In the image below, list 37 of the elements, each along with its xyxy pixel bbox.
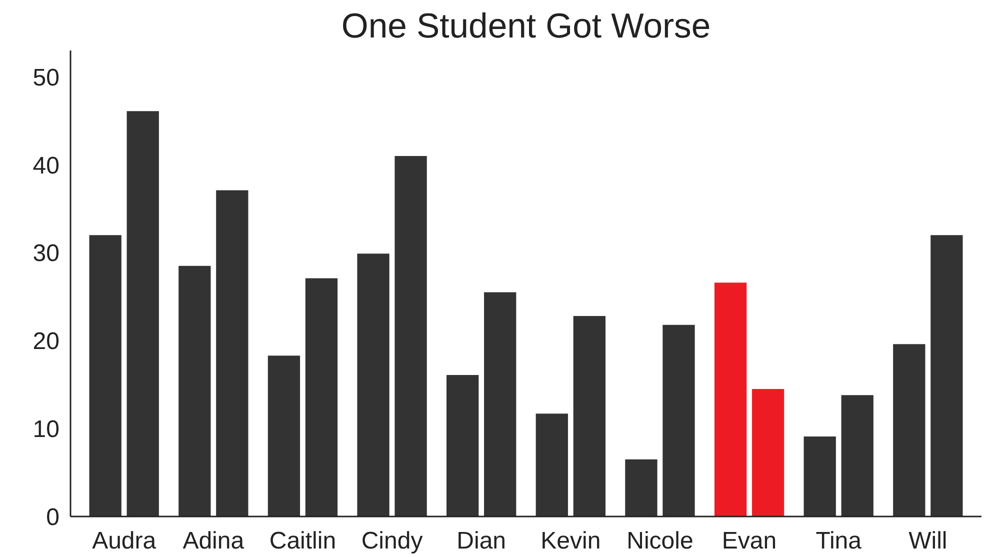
- chart-title: One Student Got Worse: [341, 8, 711, 46]
- bar: [446, 374, 479, 516]
- bar: [484, 292, 516, 516]
- x-tick-label: Cindy: [361, 528, 423, 554]
- bar: [216, 190, 248, 516]
- bar: [89, 235, 122, 516]
- y-tick-label: 0: [46, 504, 60, 531]
- bar: [126, 111, 159, 516]
- bar: [662, 324, 695, 516]
- bar: [930, 235, 963, 516]
- y-tick-label: 20: [32, 328, 60, 356]
- bar: [394, 156, 427, 516]
- bar: [536, 414, 568, 516]
- y-tick-label: 50: [32, 64, 60, 92]
- x-tick-label: Tina: [816, 528, 862, 554]
- bar: [752, 389, 784, 516]
- bar: [804, 436, 836, 516]
- bar: [893, 344, 926, 516]
- bar: [573, 316, 606, 516]
- bar: [714, 282, 747, 516]
- x-tick-label: Nicole: [626, 528, 694, 554]
- x-tick-label: Evan: [722, 528, 777, 554]
- x-tick-label: Caitlin: [269, 528, 336, 554]
- x-tick-label: Dian: [456, 528, 506, 554]
- bar: [268, 356, 300, 516]
- y-tick-label: 40: [32, 152, 60, 180]
- y-tick-label: 10: [32, 416, 60, 444]
- bar: [178, 266, 211, 516]
- x-tick-label: Kevin: [540, 528, 601, 554]
- y-tick-label: 30: [32, 240, 60, 268]
- bar: [305, 278, 338, 516]
- x-tick-label: Will: [908, 528, 948, 554]
- x-tick-label: Audra: [92, 528, 157, 554]
- bar: [625, 459, 658, 516]
- bar: [357, 254, 390, 516]
- x-tick-label: Adina: [182, 528, 245, 554]
- bar: [841, 395, 874, 516]
